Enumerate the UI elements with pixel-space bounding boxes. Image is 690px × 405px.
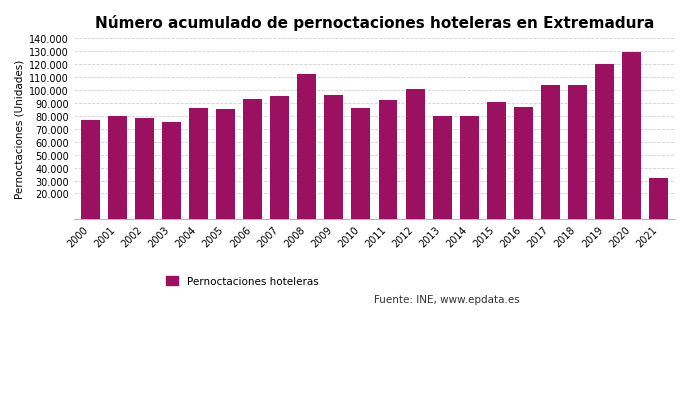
Bar bbox=[649, 179, 668, 220]
Bar bbox=[595, 65, 614, 220]
Bar bbox=[514, 107, 533, 220]
Bar bbox=[189, 109, 208, 220]
Bar bbox=[216, 110, 235, 220]
Legend: Pernoctaciones hoteleras: Pernoctaciones hoteleras bbox=[161, 272, 323, 290]
Bar bbox=[243, 100, 262, 220]
Bar bbox=[108, 117, 127, 220]
Bar bbox=[81, 120, 99, 220]
Bar bbox=[541, 85, 560, 220]
Y-axis label: Pernoctaciones (Unidades): Pernoctaciones (Unidades) bbox=[15, 60, 25, 199]
Bar bbox=[270, 97, 289, 220]
Bar bbox=[297, 75, 316, 220]
Bar bbox=[460, 117, 479, 220]
Bar bbox=[433, 117, 452, 220]
Bar bbox=[622, 53, 641, 220]
Bar bbox=[568, 85, 587, 220]
Bar bbox=[135, 118, 154, 220]
Bar bbox=[324, 96, 344, 220]
Bar bbox=[379, 101, 397, 220]
Bar bbox=[487, 102, 506, 220]
Bar bbox=[406, 90, 424, 220]
Title: Número acumulado de pernoctaciones hoteleras en Extremadura: Número acumulado de pernoctaciones hotel… bbox=[95, 15, 654, 31]
Bar bbox=[351, 109, 371, 220]
Text: Fuente: INE, www.epdata.es: Fuente: INE, www.epdata.es bbox=[375, 294, 520, 304]
Bar bbox=[162, 123, 181, 220]
